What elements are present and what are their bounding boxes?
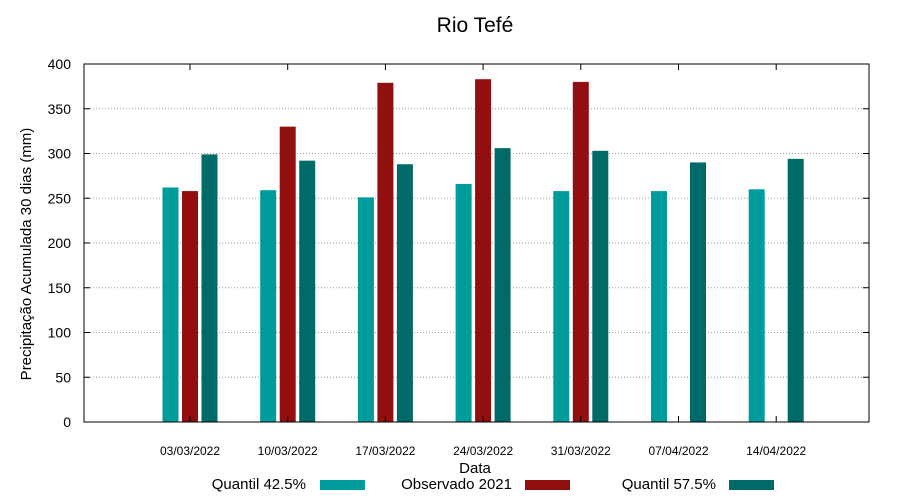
legend-swatch-2: [525, 480, 570, 490]
bar-2-2: [279, 126, 296, 423]
bar-2-3: [377, 82, 394, 423]
x-tick-label: 17/03/2022: [355, 444, 415, 458]
x-tick-label: 31/03/2022: [551, 444, 611, 458]
y-tick-label: 50: [55, 369, 71, 385]
y-tick-label: 300: [48, 146, 72, 162]
legend: Quantil 42.5% Observado 2021 Quantil 57.5%: [212, 476, 774, 493]
legend-label-3: Quantil 57.5%: [622, 476, 716, 493]
bar-2-4: [475, 79, 492, 422]
y-axis-ticks: 0 50 100 150 200 250 300 350 400: [48, 56, 869, 430]
bar-3-6: [690, 162, 706, 422]
x-tick-label: 10/03/2022: [258, 444, 318, 458]
bar-2-5: [572, 81, 589, 423]
bar-1-5: [553, 191, 570, 422]
bar-3-5: [592, 150, 609, 422]
y-tick-label: 100: [48, 325, 72, 341]
bar-3-7: [787, 158, 804, 422]
bar-1-2: [260, 190, 277, 422]
y-tick-label: 0: [63, 414, 71, 430]
bar-3-3: [396, 164, 413, 423]
x-tick-label: 14/04/2022: [746, 444, 806, 458]
bar-1-4: [455, 183, 472, 422]
legend-swatch-1: [320, 480, 365, 490]
bar-1-7: [748, 189, 765, 422]
y-tick-label: 350: [48, 101, 72, 117]
grid-lines: [84, 108, 869, 378]
x-tick-label: 07/04/2022: [648, 444, 708, 458]
bar-1-1: [162, 187, 179, 422]
bar-3-2: [299, 160, 316, 422]
y-tick-label: 200: [48, 235, 72, 251]
legend-swatch-3: [729, 480, 774, 490]
y-tick-label: 250: [48, 190, 72, 206]
y-tick-label: 150: [48, 280, 72, 296]
bars: [162, 79, 804, 423]
bar-3-1: [201, 154, 218, 422]
y-tick-label: 400: [48, 56, 72, 72]
y-axis-label: Precipitação Acumulada 30 dias (mm): [18, 128, 35, 381]
bar-1-6: [651, 191, 667, 422]
x-axis-ticks: 03/03/2022 10/03/2022 17/03/2022 24/03/2022…: [160, 64, 807, 458]
bar-2-1: [182, 191, 198, 422]
chart-title: Rio Tefé: [437, 14, 514, 37]
x-tick-label: 24/03/2022: [453, 444, 513, 458]
x-tick-label: 03/03/2022: [160, 444, 220, 458]
x-axis-label: Data: [459, 460, 491, 477]
legend-label-2: Observado 2021: [401, 476, 512, 493]
bar-3-4: [494, 148, 511, 422]
legend-label-1: Quantil 42.5%: [212, 476, 306, 493]
bar-1-3: [357, 197, 374, 422]
